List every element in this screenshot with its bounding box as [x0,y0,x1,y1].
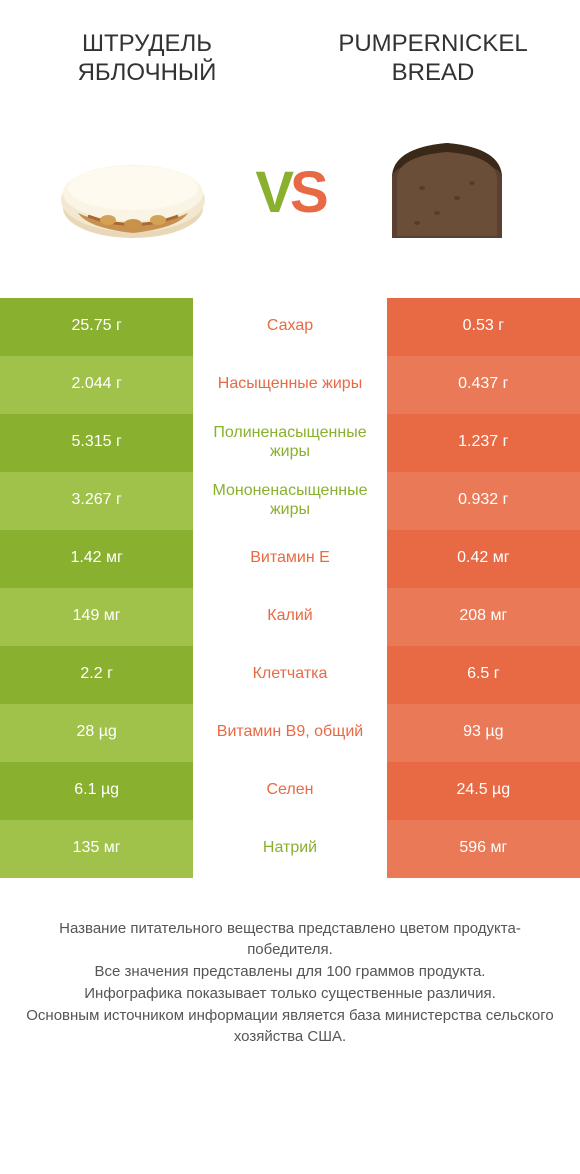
right-value: 1.237 г [387,414,580,472]
table-row: 25.75 г Сахар 0.53 г [0,298,580,356]
nutrient-name: Калий [193,588,386,646]
titles-row: Штрудель яблочный Pumpernickel bread [0,0,580,98]
left-value: 25.75 г [0,298,193,356]
title-right: Pumpernickel bread [316,30,550,88]
right-value: 596 мг [387,820,580,878]
left-value: 135 мг [0,820,193,878]
vs-v: V [255,160,290,225]
nutrient-name: Витамин B9, общий [193,704,386,762]
right-value: 0.42 мг [387,530,580,588]
table-row: 5.315 г Полиненасыщенные жиры 1.237 г [0,414,580,472]
right-value: 0.932 г [387,472,580,530]
table-row: 28 µg Витамин B9, общий 93 µg [0,704,580,762]
table-row: 2.2 г Клетчатка 6.5 г [0,646,580,704]
left-value: 28 µg [0,704,193,762]
title-left: Штрудель яблочный [30,30,264,88]
vs-label: VS [255,159,324,226]
image-right [362,128,532,258]
right-value: 93 µg [387,704,580,762]
right-value: 6.5 г [387,646,580,704]
left-value: 5.315 г [0,414,193,472]
nutrient-name: Натрий [193,820,386,878]
footer-text: Название питательного вещества представл… [0,878,580,1174]
table-row: 2.044 г Насыщенные жиры 0.437 г [0,356,580,414]
nutrient-name: Насыщенные жиры [193,356,386,414]
nutrient-name: Витамин E [193,530,386,588]
nutrient-name: Сахар [193,298,386,356]
left-value: 6.1 µg [0,762,193,820]
comparison-table: 25.75 г Сахар 0.53 г 2.044 г Насыщенные … [0,298,580,878]
images-row: VS [0,98,580,298]
table-row: 6.1 µg Селен 24.5 µg [0,762,580,820]
nutrient-name: Клетчатка [193,646,386,704]
nutrient-name: Мононенасыщенные жиры [193,472,386,530]
right-value: 24.5 µg [387,762,580,820]
table-row: 1.42 мг Витамин E 0.42 мг [0,530,580,588]
left-value: 2.2 г [0,646,193,704]
table-row: 149 мг Калий 208 мг [0,588,580,646]
table-row: 135 мг Натрий 596 мг [0,820,580,878]
left-value: 149 мг [0,588,193,646]
right-value: 208 мг [387,588,580,646]
left-value: 2.044 г [0,356,193,414]
right-value: 0.53 г [387,298,580,356]
table-row: 3.267 г Мононенасыщенные жиры 0.932 г [0,472,580,530]
vs-s: S [290,160,325,225]
left-value: 1.42 мг [0,530,193,588]
left-value: 3.267 г [0,472,193,530]
right-value: 0.437 г [387,356,580,414]
image-left [48,128,218,258]
nutrient-name: Полиненасыщенные жиры [193,414,386,472]
nutrient-name: Селен [193,762,386,820]
